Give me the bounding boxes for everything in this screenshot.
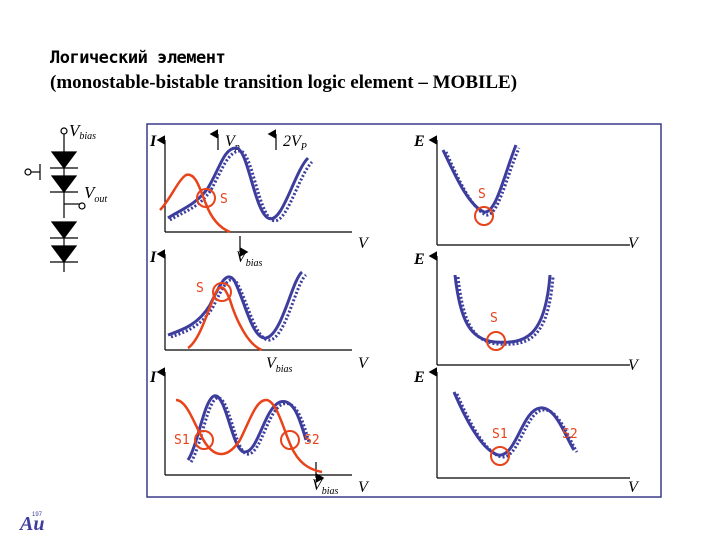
state2-label: S2 bbox=[562, 427, 578, 442]
state-marker bbox=[486, 331, 506, 351]
diode-top-icon bbox=[50, 151, 78, 169]
blue-dotted-energy bbox=[455, 393, 579, 459]
plot-top-left: I V Vp 2VP S bbox=[149, 129, 370, 252]
axis-y-label: I bbox=[149, 133, 157, 150]
slide-title-ru: Логический элемент bbox=[50, 48, 226, 68]
red-load-curve bbox=[187, 286, 263, 352]
slide-title-en: (monostable-bistable transition logic el… bbox=[50, 72, 518, 93]
blue-iv-curve bbox=[167, 270, 304, 340]
state1-marker bbox=[194, 430, 214, 450]
vbias-label: Vbias bbox=[236, 249, 263, 269]
blue-dotted-curve bbox=[169, 149, 314, 223]
vbias-label-mid: Vbias bbox=[266, 355, 293, 375]
diode-mid-icon bbox=[50, 175, 78, 193]
state2-label: S2 bbox=[304, 433, 320, 448]
diode-low2-icon bbox=[50, 245, 78, 263]
blue-dotted-energy bbox=[456, 276, 555, 346]
state1-label: S1 bbox=[174, 433, 190, 448]
vout-terminal bbox=[78, 202, 86, 210]
axis-x-label: V bbox=[358, 235, 370, 252]
blue-energy-curve bbox=[453, 274, 552, 344]
state-marker bbox=[196, 188, 216, 208]
vbias-label: Vbias bbox=[69, 121, 96, 142]
plot-mid-right: E V S bbox=[413, 251, 640, 374]
state-label: S bbox=[220, 192, 228, 207]
axis-y-label: E bbox=[413, 251, 425, 268]
axis-x-label: V bbox=[358, 479, 370, 496]
blue-dotted-curve bbox=[170, 273, 308, 342]
vbias-label: Vbias bbox=[312, 477, 339, 497]
axis-x-label: V bbox=[628, 235, 640, 252]
state-marker bbox=[212, 282, 232, 302]
axis-x-label: V bbox=[628, 479, 640, 496]
state-label: S bbox=[490, 311, 498, 326]
plot-bot-left: I V Vbias Vbias S1 S2 bbox=[149, 355, 370, 497]
plot-bot-right: E V S1 S2 bbox=[413, 367, 640, 496]
gate-terminal bbox=[24, 168, 32, 176]
plots-frame bbox=[146, 123, 662, 498]
vout-label: Vout bbox=[84, 183, 107, 205]
circuit-schematic bbox=[24, 127, 86, 272]
au-logo: Au 197 bbox=[18, 512, 44, 535]
logo-text: Au bbox=[18, 513, 44, 535]
logo-superscript: 197 bbox=[32, 512, 43, 518]
axis-y-label: E bbox=[413, 133, 425, 150]
plot-top-right: E V S bbox=[413, 133, 640, 252]
blue-energy-curve bbox=[441, 144, 518, 214]
plot-mid-left: I V Vbias S bbox=[149, 236, 370, 372]
axis-y-label: I bbox=[149, 369, 157, 386]
axis-y-label: E bbox=[413, 369, 425, 386]
blue-dotted-energy bbox=[444, 147, 521, 217]
axis-x-label: V bbox=[358, 355, 370, 372]
axis-x-label: V bbox=[628, 357, 640, 374]
red-load-curve bbox=[175, 398, 323, 474]
vbias-terminal bbox=[60, 127, 68, 135]
diode-low1-icon bbox=[50, 221, 78, 239]
2vp-label: 2VP bbox=[283, 133, 307, 153]
state-label: S bbox=[478, 187, 486, 202]
blue-dotted-curve bbox=[189, 396, 311, 463]
state-label: S bbox=[196, 281, 204, 296]
state1-label: S1 bbox=[492, 427, 508, 442]
state-marker bbox=[474, 206, 494, 226]
state1-marker bbox=[490, 446, 510, 466]
red-load-curve bbox=[159, 173, 231, 234]
axis-y-label: I bbox=[149, 249, 157, 266]
state2-marker bbox=[280, 430, 300, 450]
